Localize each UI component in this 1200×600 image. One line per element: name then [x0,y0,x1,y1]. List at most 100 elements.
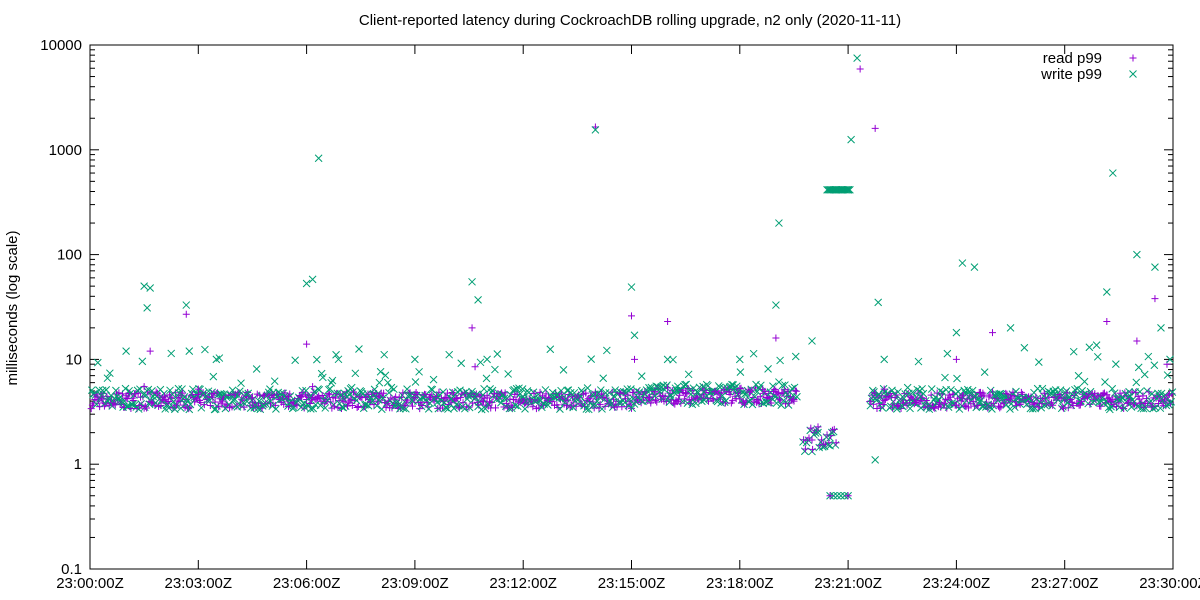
write-p99-point [963,385,972,394]
read-p99-point [354,402,362,410]
read-p99-point [784,387,792,395]
write-p99-point [663,355,672,364]
write-p99-point [1060,393,1069,402]
write-p99-point [837,491,845,500]
write-p99-point [782,388,790,397]
read-p99-point [1164,392,1172,400]
write-p99-point [1150,361,1159,370]
write-p99-point [497,398,505,407]
write-p99-point [623,385,632,393]
write-p99-point [95,386,103,395]
read-p99-point [572,402,580,410]
read-p99-point [468,324,476,332]
write-p99-point [128,400,137,409]
write-p99-point [1034,358,1043,366]
read-p99-point [488,398,496,406]
write-p99-point [633,386,641,395]
write-p99-point [245,392,254,401]
write-p99-point [829,491,838,500]
read-p99-point [325,391,333,399]
write-p99-point [1108,169,1117,177]
read-p99-point [1139,392,1147,400]
write-p99-point [167,349,176,358]
y-tick-label: 10 [65,351,82,368]
write-p99-point [482,374,491,383]
write-p99-point [1006,323,1015,332]
write-p99-point [134,405,143,413]
read-p99-point [339,395,347,403]
write-p99-point [601,388,610,397]
write-p99-point [826,441,834,450]
read-p99-point [380,389,388,397]
write-p99-point [968,386,977,395]
write-p99-point [103,374,112,383]
y-axis-ticks: 0.1 1 10 100 1000 10000 [40,37,1173,578]
write-p99-point [357,388,366,396]
read-p99-point [985,393,993,401]
read-p99-point [936,399,944,407]
read-p99-point [1007,395,1015,403]
write-p99-point [791,352,800,361]
write-p99-point [483,355,491,364]
write-p99-point [533,396,541,405]
x-tick-label: 23:12:00Z [489,575,557,592]
write-p99-point [880,355,889,364]
write-p99-point [847,135,855,144]
write-p99-point [447,395,455,403]
write-p99-point [209,372,218,381]
write-p99-point [377,405,386,414]
read-p99-point [871,124,879,132]
write-p99-point [1038,384,1047,393]
read-p99-point [508,404,516,412]
write-p99-point [587,355,596,363]
write-p99-point [1136,387,1144,396]
write-p99-point [237,379,245,388]
legend-label: read p99 [1043,50,1102,67]
y-tick-label: 1 [74,456,82,473]
write-p99-point [781,381,789,389]
read-p99-point [348,402,356,410]
read-p99-point [457,394,465,402]
write-p99-point [334,355,343,364]
read-p99-point [844,492,852,500]
write-p99-point [310,387,319,396]
read-p99-point [200,401,208,409]
write-p99-point [197,403,206,412]
write-p99-point [967,396,976,405]
write-p99-point [355,345,363,353]
write-p99-point [1020,343,1029,352]
write-p99-point [898,402,907,411]
read-p99-point [478,398,486,406]
read-p99-point [164,397,172,405]
write-p99-point [506,390,515,399]
write-p99-point [1133,250,1141,259]
write-p99-point [318,373,327,382]
write-p99-point [376,367,385,376]
write-p99-point [808,337,816,345]
y-tick-label: 100 [57,247,82,264]
write-p99-point [339,403,348,412]
write-p99-point [1151,263,1159,271]
write-p99-point [511,401,520,410]
write-p99-point [488,386,497,395]
write-p99-point [1093,352,1102,361]
read-p99-point [664,384,672,392]
read-p99-point [110,399,118,407]
read-p99-point [442,394,450,402]
write-p99-point [441,403,450,412]
read-p99-point [754,396,762,404]
write-p99-point [556,405,564,413]
read-p99-point [161,392,169,400]
read-p99-point [826,492,834,500]
read-p99-point [582,389,590,397]
write-p99-point [512,384,521,393]
write-p99-point [266,397,275,405]
write-p99-point [140,282,149,291]
write-p99-point [1024,395,1033,403]
write-p99-point [1080,377,1089,386]
write-p99-point [833,491,842,500]
write-p99-point [375,378,384,387]
write-p99-point [389,385,398,394]
write-p99-point [308,275,317,284]
